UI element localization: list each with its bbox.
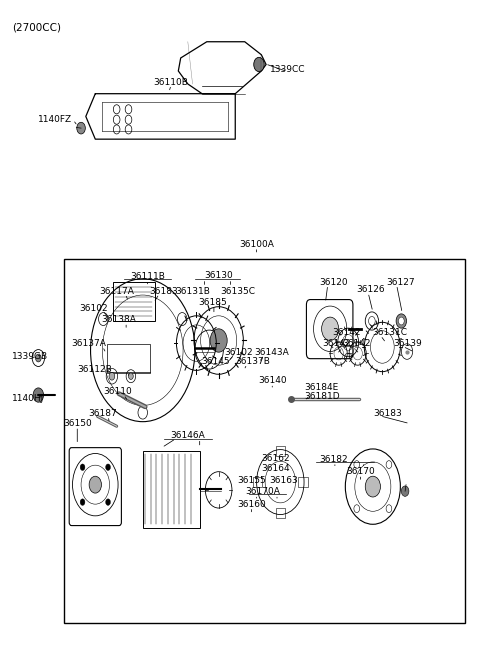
Circle shape — [109, 372, 115, 380]
Text: 36111B: 36111B — [130, 272, 165, 282]
Circle shape — [129, 373, 133, 379]
Bar — [113, 282, 155, 321]
Text: 36139: 36139 — [394, 339, 422, 348]
Text: 36100A: 36100A — [239, 240, 274, 249]
Text: 36126: 36126 — [357, 286, 385, 294]
Text: 36131C: 36131C — [372, 328, 407, 337]
Circle shape — [77, 122, 85, 134]
Text: 36102: 36102 — [80, 303, 108, 312]
Circle shape — [106, 499, 110, 506]
Text: 36127: 36127 — [386, 278, 415, 286]
Text: 36184E: 36184E — [304, 383, 339, 392]
Text: 36170: 36170 — [346, 467, 375, 476]
Bar — [64, 259, 466, 623]
Text: 36183: 36183 — [373, 409, 402, 418]
Text: 36120: 36120 — [319, 278, 348, 286]
Text: 36143A: 36143A — [254, 348, 289, 357]
Text: 36135C: 36135C — [220, 287, 255, 295]
Text: 36138A: 36138A — [102, 315, 136, 324]
Text: 36131B: 36131B — [175, 287, 210, 295]
Text: 36163: 36163 — [269, 476, 298, 485]
Circle shape — [33, 388, 44, 402]
Text: 36182: 36182 — [319, 455, 348, 464]
Text: 36183: 36183 — [150, 287, 179, 295]
Circle shape — [254, 58, 264, 71]
Text: 1339GB: 1339GB — [12, 352, 48, 361]
Bar — [299, 477, 308, 487]
Circle shape — [322, 317, 339, 341]
Text: 36142: 36142 — [332, 328, 360, 337]
Text: 36145: 36145 — [201, 357, 229, 365]
Text: 36110B: 36110B — [154, 77, 189, 86]
Circle shape — [210, 329, 227, 352]
Bar — [143, 451, 200, 527]
Bar — [107, 344, 150, 373]
Text: 36102: 36102 — [225, 348, 253, 357]
Circle shape — [365, 476, 381, 497]
Text: 36130: 36130 — [204, 271, 233, 280]
Text: 1140HJ: 1140HJ — [12, 394, 45, 403]
Text: 1140FZ: 1140FZ — [38, 115, 72, 124]
Circle shape — [396, 314, 407, 328]
Circle shape — [36, 354, 41, 362]
Text: 36117A: 36117A — [99, 287, 134, 295]
Text: 36142: 36142 — [342, 339, 371, 348]
Bar — [276, 508, 285, 519]
Text: 36137A: 36137A — [72, 339, 107, 348]
Text: 1339CC: 1339CC — [270, 65, 305, 73]
Text: 36112B: 36112B — [77, 365, 112, 373]
Bar — [253, 477, 262, 487]
Text: (2700CC): (2700CC) — [12, 22, 61, 32]
Text: 36187: 36187 — [88, 409, 117, 418]
Text: 36137B: 36137B — [235, 357, 270, 365]
Text: 36110: 36110 — [103, 387, 132, 396]
Circle shape — [80, 464, 85, 470]
Circle shape — [398, 317, 404, 325]
Text: 36185: 36185 — [199, 298, 228, 307]
Text: 36162: 36162 — [261, 454, 290, 463]
Text: 36140: 36140 — [258, 376, 287, 385]
Circle shape — [106, 464, 110, 470]
Text: 36164: 36164 — [261, 464, 290, 473]
Text: 36150: 36150 — [63, 419, 92, 428]
Circle shape — [401, 486, 409, 496]
Bar — [276, 445, 285, 456]
Text: 36181D: 36181D — [304, 392, 339, 402]
Circle shape — [80, 499, 85, 506]
Text: 36142: 36142 — [323, 339, 351, 348]
Circle shape — [89, 476, 101, 493]
Text: 36170A: 36170A — [245, 487, 280, 496]
Text: 36146A: 36146A — [170, 432, 205, 440]
Text: 36155: 36155 — [237, 476, 266, 485]
Text: 36160: 36160 — [237, 500, 266, 509]
